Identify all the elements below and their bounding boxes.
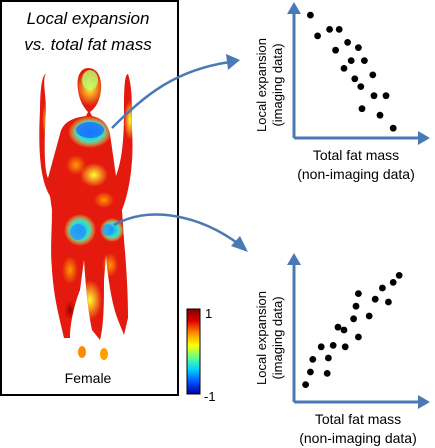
data-point — [347, 57, 355, 64]
data-point — [302, 381, 309, 388]
data-point — [395, 272, 403, 279]
bottom-ylabel-line1: Local expansion — [254, 291, 269, 385]
data-point — [340, 326, 348, 334]
data-point — [379, 284, 386, 292]
body-label: Female — [65, 370, 112, 386]
arrow-to-bottom-plot-head — [231, 236, 248, 252]
arrow-to-top-plot — [111, 60, 231, 129]
bottom-y-axis-arrowhead — [287, 253, 301, 265]
top-xlabel-line2: (non-imaging data) — [297, 166, 415, 182]
data-point — [371, 295, 379, 303]
scatter-plot-top: Local expansion (imaging data) Total fat… — [254, 2, 430, 182]
data-point — [376, 111, 384, 119]
data-point — [358, 105, 366, 113]
top-x-axis-arrowhead — [418, 131, 430, 145]
data-point — [317, 343, 325, 351]
panel-title-line1: Local expansion — [27, 9, 150, 28]
data-point — [385, 298, 392, 306]
data-point — [365, 312, 373, 320]
data-point — [389, 124, 397, 132]
data-point — [355, 44, 362, 51]
top-xlabel-line1: Total fat mass — [313, 147, 399, 163]
data-point — [352, 302, 360, 310]
data-point — [326, 26, 333, 33]
data-point — [351, 75, 359, 83]
panel-title-line2: vs. total fat mass — [24, 35, 152, 54]
data-point — [307, 368, 314, 376]
data-point — [344, 39, 351, 46]
data-point — [334, 323, 342, 331]
bottom-plot-points — [302, 272, 403, 388]
top-ylabel-line1: Local expansion — [254, 38, 269, 132]
data-point — [350, 315, 357, 323]
data-point — [389, 279, 397, 286]
colorbar-min-label: -1 — [204, 389, 216, 404]
right-foot — [100, 348, 108, 360]
data-point — [355, 333, 362, 341]
data-point — [341, 343, 349, 351]
scatter-plot-bottom: Local expansion (imaging data) Total fat… — [254, 253, 430, 446]
top-y-axis-arrowhead — [287, 2, 301, 14]
data-point — [307, 11, 314, 19]
data-point — [355, 290, 362, 297]
data-point — [323, 370, 331, 377]
data-point — [332, 46, 339, 54]
data-point — [335, 26, 343, 33]
data-point — [340, 65, 348, 72]
data-point — [325, 354, 332, 362]
data-point — [382, 92, 390, 100]
bottom-xlabel-line2: (non-imaging data) — [299, 430, 417, 446]
arrow-to-bottom-plot — [113, 213, 241, 247]
top-plot-points — [307, 11, 397, 132]
bottom-ylabel-line2: (imaging data) — [270, 296, 285, 379]
top-ylabel-line2: (imaging data) — [270, 43, 285, 126]
arrow-to-top-plot-head — [226, 54, 240, 70]
data-point — [314, 32, 321, 40]
data-point — [369, 71, 377, 79]
data-point — [329, 342, 337, 349]
data-point — [361, 57, 368, 64]
data-point — [370, 92, 378, 100]
bottom-xlabel-line1: Total fat mass — [315, 411, 401, 427]
colorbar-max-label: 1 — [205, 306, 212, 321]
bottom-x-axis-arrowhead — [418, 395, 430, 409]
left-foot — [78, 346, 86, 358]
data-point — [357, 83, 365, 90]
colorbar — [186, 308, 201, 395]
data-point — [309, 356, 317, 363]
